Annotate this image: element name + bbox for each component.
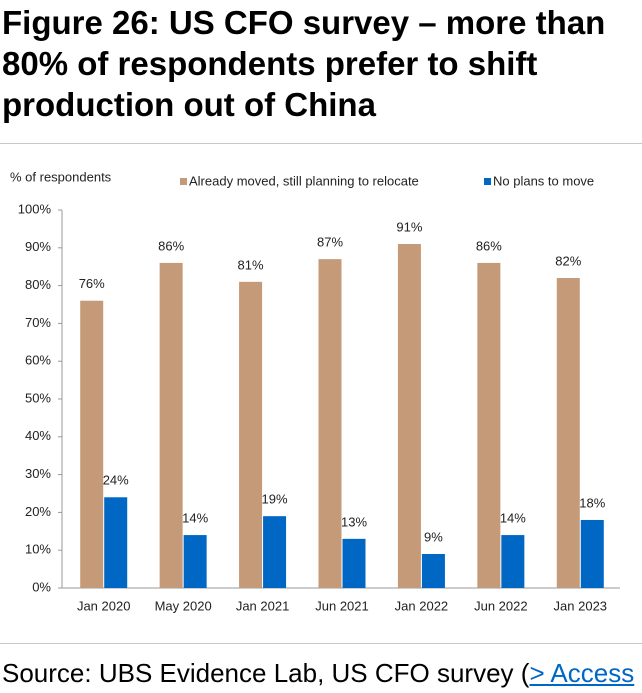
- x-tick-label: Jun 2022: [474, 598, 528, 613]
- data-label: 91%: [396, 219, 422, 234]
- bar: [421, 553, 445, 588]
- bar: [501, 535, 525, 588]
- data-label: 18%: [579, 495, 605, 510]
- y-tick-label: 60%: [25, 353, 51, 368]
- data-label: 19%: [262, 492, 288, 507]
- data-label: 86%: [158, 238, 184, 253]
- legend-swatch: [180, 178, 187, 185]
- legend-label: No plans to move: [493, 173, 594, 188]
- bar: [556, 278, 580, 588]
- data-label: 14%: [182, 511, 208, 526]
- data-label: 82%: [555, 253, 581, 268]
- source-link[interactable]: > Access: [529, 658, 635, 688]
- x-tick-label: Jan 2020: [77, 598, 131, 613]
- bar: [318, 259, 342, 588]
- data-label: 87%: [317, 235, 343, 250]
- legend-label: Already moved, still planning to relocat…: [189, 173, 419, 188]
- data-label: 81%: [238, 257, 264, 272]
- y-tick-label: 10%: [25, 542, 51, 557]
- bar: [183, 535, 207, 588]
- y-tick-label: 20%: [25, 504, 51, 519]
- chart-title: Figure 26: US CFO survey – more than 80%…: [2, 4, 606, 123]
- source: Source: UBS Evidence Lab, US CFO survey …: [2, 658, 634, 689]
- x-tick-label: May 2020: [155, 598, 212, 613]
- y-tick-label: 0%: [32, 579, 51, 594]
- bar: [263, 516, 287, 588]
- separator: [0, 643, 642, 644]
- x-tick-label: Jun 2021: [315, 598, 369, 613]
- y-tick-label: 30%: [25, 466, 51, 481]
- source-text: Source: UBS Evidence Lab, US CFO survey …: [2, 658, 530, 688]
- bar: [397, 244, 421, 588]
- bar: [342, 538, 366, 588]
- bar: [159, 262, 183, 588]
- data-label: 24%: [103, 473, 129, 488]
- bar: [104, 497, 128, 588]
- bar: [580, 519, 604, 588]
- chart: % of respondents 0% 10% 20% 30% 40% 50% 60% 70%…: [10, 169, 620, 613]
- y-tick-label: 100%: [18, 201, 52, 216]
- data-label: 13%: [341, 514, 367, 529]
- legend-swatch: [484, 178, 491, 185]
- y-tick-label: 80%: [25, 277, 51, 292]
- bar: [477, 262, 501, 588]
- data-label: 76%: [79, 276, 105, 291]
- separator: [0, 143, 642, 144]
- data-label: 9%: [424, 529, 443, 544]
- y-tick-label: 50%: [25, 390, 51, 405]
- y-tick-label: 70%: [25, 315, 51, 330]
- y-axis-label: % of respondents: [10, 169, 112, 184]
- data-label: 86%: [476, 238, 502, 253]
- bar: [80, 300, 104, 588]
- bar: [239, 281, 263, 588]
- y-tick-label: 40%: [25, 428, 51, 443]
- y-tick-label: 90%: [25, 239, 51, 254]
- x-tick-label: Jan 2021: [236, 598, 290, 613]
- data-label: 14%: [500, 511, 526, 526]
- x-tick-label: Jan 2022: [395, 598, 449, 613]
- x-tick-label: Jan 2023: [554, 598, 608, 613]
